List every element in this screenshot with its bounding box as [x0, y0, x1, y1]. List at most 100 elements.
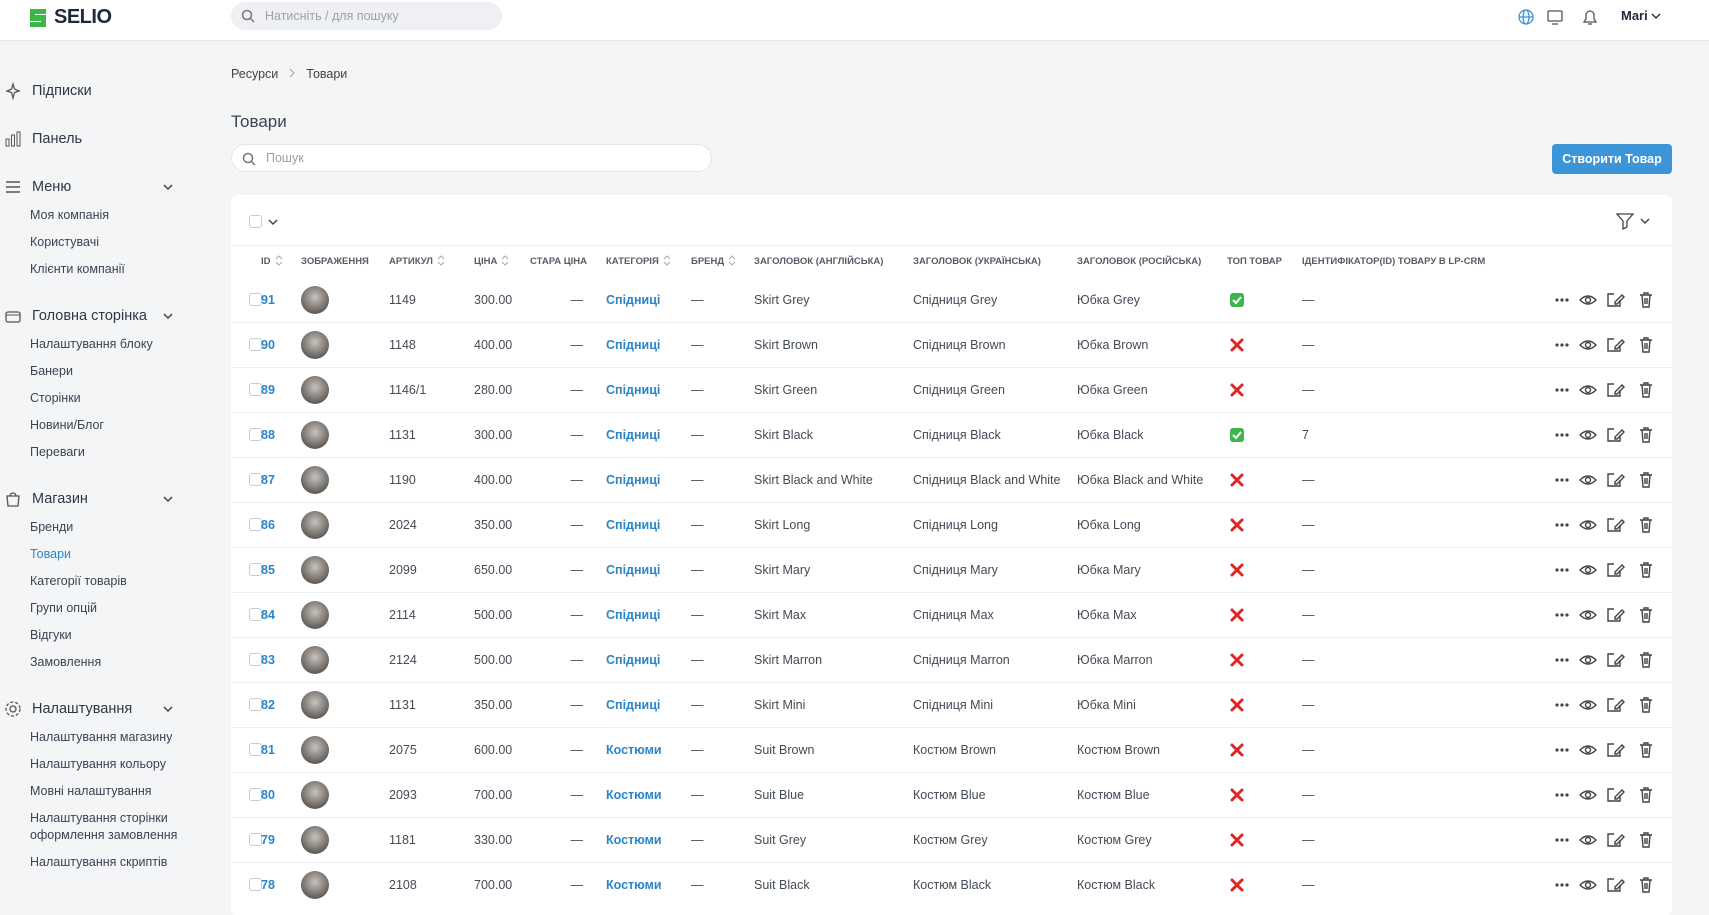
nav-item[interactable]: Користувачі [30, 235, 100, 249]
category[interactable]: Спідниці [606, 608, 661, 622]
row-checkbox[interactable] [249, 563, 262, 576]
id[interactable]: 87 [261, 473, 275, 487]
category[interactable]: Костюми [606, 878, 662, 892]
row-checkbox[interactable] [249, 698, 262, 711]
id[interactable]: 88 [261, 428, 275, 442]
column-header[interactable]: Артикул [389, 254, 445, 269]
id[interactable]: 79 [261, 833, 275, 847]
row-checkbox[interactable] [249, 833, 262, 846]
nav-item[interactable]: Новини/Блог [30, 418, 104, 432]
column-header[interactable]: Категорія [606, 254, 671, 269]
row-checkbox[interactable] [249, 608, 262, 621]
nav-item[interactable]: Налаштування сторінки оформлення замовле… [30, 811, 178, 842]
row-checkbox[interactable] [249, 383, 262, 396]
row-checkbox[interactable] [249, 518, 262, 531]
column-header[interactable]: ID [261, 254, 283, 269]
nav-item[interactable]: Товари [30, 547, 71, 561]
category[interactable]: Костюми [606, 743, 662, 757]
nav-item[interactable]: Групи опцій [30, 601, 97, 615]
id[interactable]: 81 [261, 743, 275, 757]
user-menu[interactable]: Mari [1621, 8, 1661, 23]
nav-item[interactable]: Бренди [30, 520, 74, 534]
filter-button[interactable] [1615, 212, 1655, 230]
row-checkbox[interactable] [249, 653, 262, 666]
row-actions[interactable] [1552, 560, 1662, 580]
nav-item[interactable]: Переваги [30, 445, 85, 459]
id[interactable]: 85 [261, 563, 275, 577]
id[interactable]: 86 [261, 518, 275, 532]
row-actions[interactable] [1552, 650, 1662, 670]
global-search[interactable]: Натисніть / для пошуку [231, 2, 502, 30]
old-price: — [570, 878, 584, 892]
row-actions[interactable] [1552, 785, 1662, 805]
breadcrumb-item[interactable]: Ресурси [231, 67, 279, 81]
nav-item[interactable]: Замовлення [30, 655, 102, 669]
row-checkbox[interactable] [249, 293, 262, 306]
row-actions[interactable] [1552, 695, 1662, 715]
nav-section[interactable]: Підписки [0, 76, 229, 106]
row-checkbox[interactable] [249, 338, 262, 351]
nav-section[interactable]: Панель [0, 124, 229, 154]
top-no [1229, 697, 1245, 713]
category[interactable]: Костюми [606, 833, 662, 847]
select-all[interactable] [249, 215, 262, 228]
category[interactable]: Спідниці [606, 428, 661, 442]
row-checkbox[interactable] [249, 428, 262, 441]
nav-section[interactable]: Головна сторінка [0, 301, 229, 331]
category[interactable]: Спідниці [606, 653, 661, 667]
nav-section[interactable]: Магазин [0, 484, 229, 514]
nav-item[interactable]: Налаштування кольору [30, 757, 166, 771]
nav-item[interactable]: Мовні налаштування [30, 784, 152, 798]
category[interactable]: Спідниці [606, 338, 661, 352]
nav-item[interactable]: Налаштування скриптів [30, 855, 168, 869]
nav-item[interactable]: Банери [30, 364, 73, 378]
row-actions[interactable] [1552, 425, 1662, 445]
header-icons[interactable] [1516, 7, 1616, 27]
row-checkbox[interactable] [249, 743, 262, 756]
category[interactable]: Спідниці [606, 698, 661, 712]
id[interactable]: 90 [261, 338, 275, 352]
id[interactable]: 83 [261, 653, 275, 667]
nav-item[interactable]: Налаштування блоку [30, 337, 153, 351]
row-actions[interactable] [1552, 290, 1662, 310]
category[interactable]: Спідниці [606, 563, 661, 577]
nav-item[interactable]: Моя компанія [30, 208, 110, 222]
row-actions[interactable] [1552, 605, 1662, 625]
row-actions[interactable] [1552, 740, 1662, 760]
row-actions[interactable] [1552, 380, 1662, 400]
nav-item[interactable]: Сторінки [30, 391, 81, 405]
id[interactable]: 82 [261, 698, 275, 712]
id[interactable]: 84 [261, 608, 275, 622]
title-uk: Спідниця Max [913, 608, 994, 622]
row-actions[interactable] [1552, 830, 1662, 850]
row-actions[interactable] [1552, 335, 1662, 355]
category[interactable]: Спідниці [606, 473, 661, 487]
row-actions[interactable] [1552, 515, 1662, 535]
category[interactable]: Спідниці [606, 518, 661, 532]
category[interactable]: Костюми [606, 788, 662, 802]
nav-item[interactable]: Клієнти компанії [30, 262, 125, 276]
nav-item[interactable]: Категорії товарів [30, 574, 127, 588]
product-image [301, 376, 329, 404]
select-menu[interactable] [268, 218, 278, 226]
column-header[interactable]: Бренд [691, 254, 736, 269]
category[interactable]: Спідниці [606, 293, 661, 307]
row-checkbox[interactable] [249, 473, 262, 486]
id[interactable]: 89 [261, 383, 275, 397]
nav-section[interactable]: Меню [0, 172, 229, 202]
row-checkbox[interactable] [249, 788, 262, 801]
nav-item[interactable]: Налаштування магазину [30, 730, 173, 744]
row-checkbox[interactable] [249, 878, 262, 891]
table-search[interactable]: Пошук [231, 144, 712, 172]
nav-section[interactable]: Налаштування [0, 694, 229, 724]
row-actions[interactable] [1552, 470, 1662, 490]
logo[interactable]: SELIO [28, 6, 112, 29]
nav-item[interactable]: Відгуки [30, 628, 72, 642]
column-header[interactable]: Ціна [474, 254, 509, 269]
id[interactable]: 80 [261, 788, 275, 802]
row-actions[interactable] [1552, 875, 1662, 895]
id[interactable]: 91 [261, 293, 275, 307]
create-button[interactable]: Створити Товар [1552, 144, 1672, 174]
id[interactable]: 78 [261, 878, 275, 892]
category[interactable]: Спідниці [606, 383, 661, 397]
